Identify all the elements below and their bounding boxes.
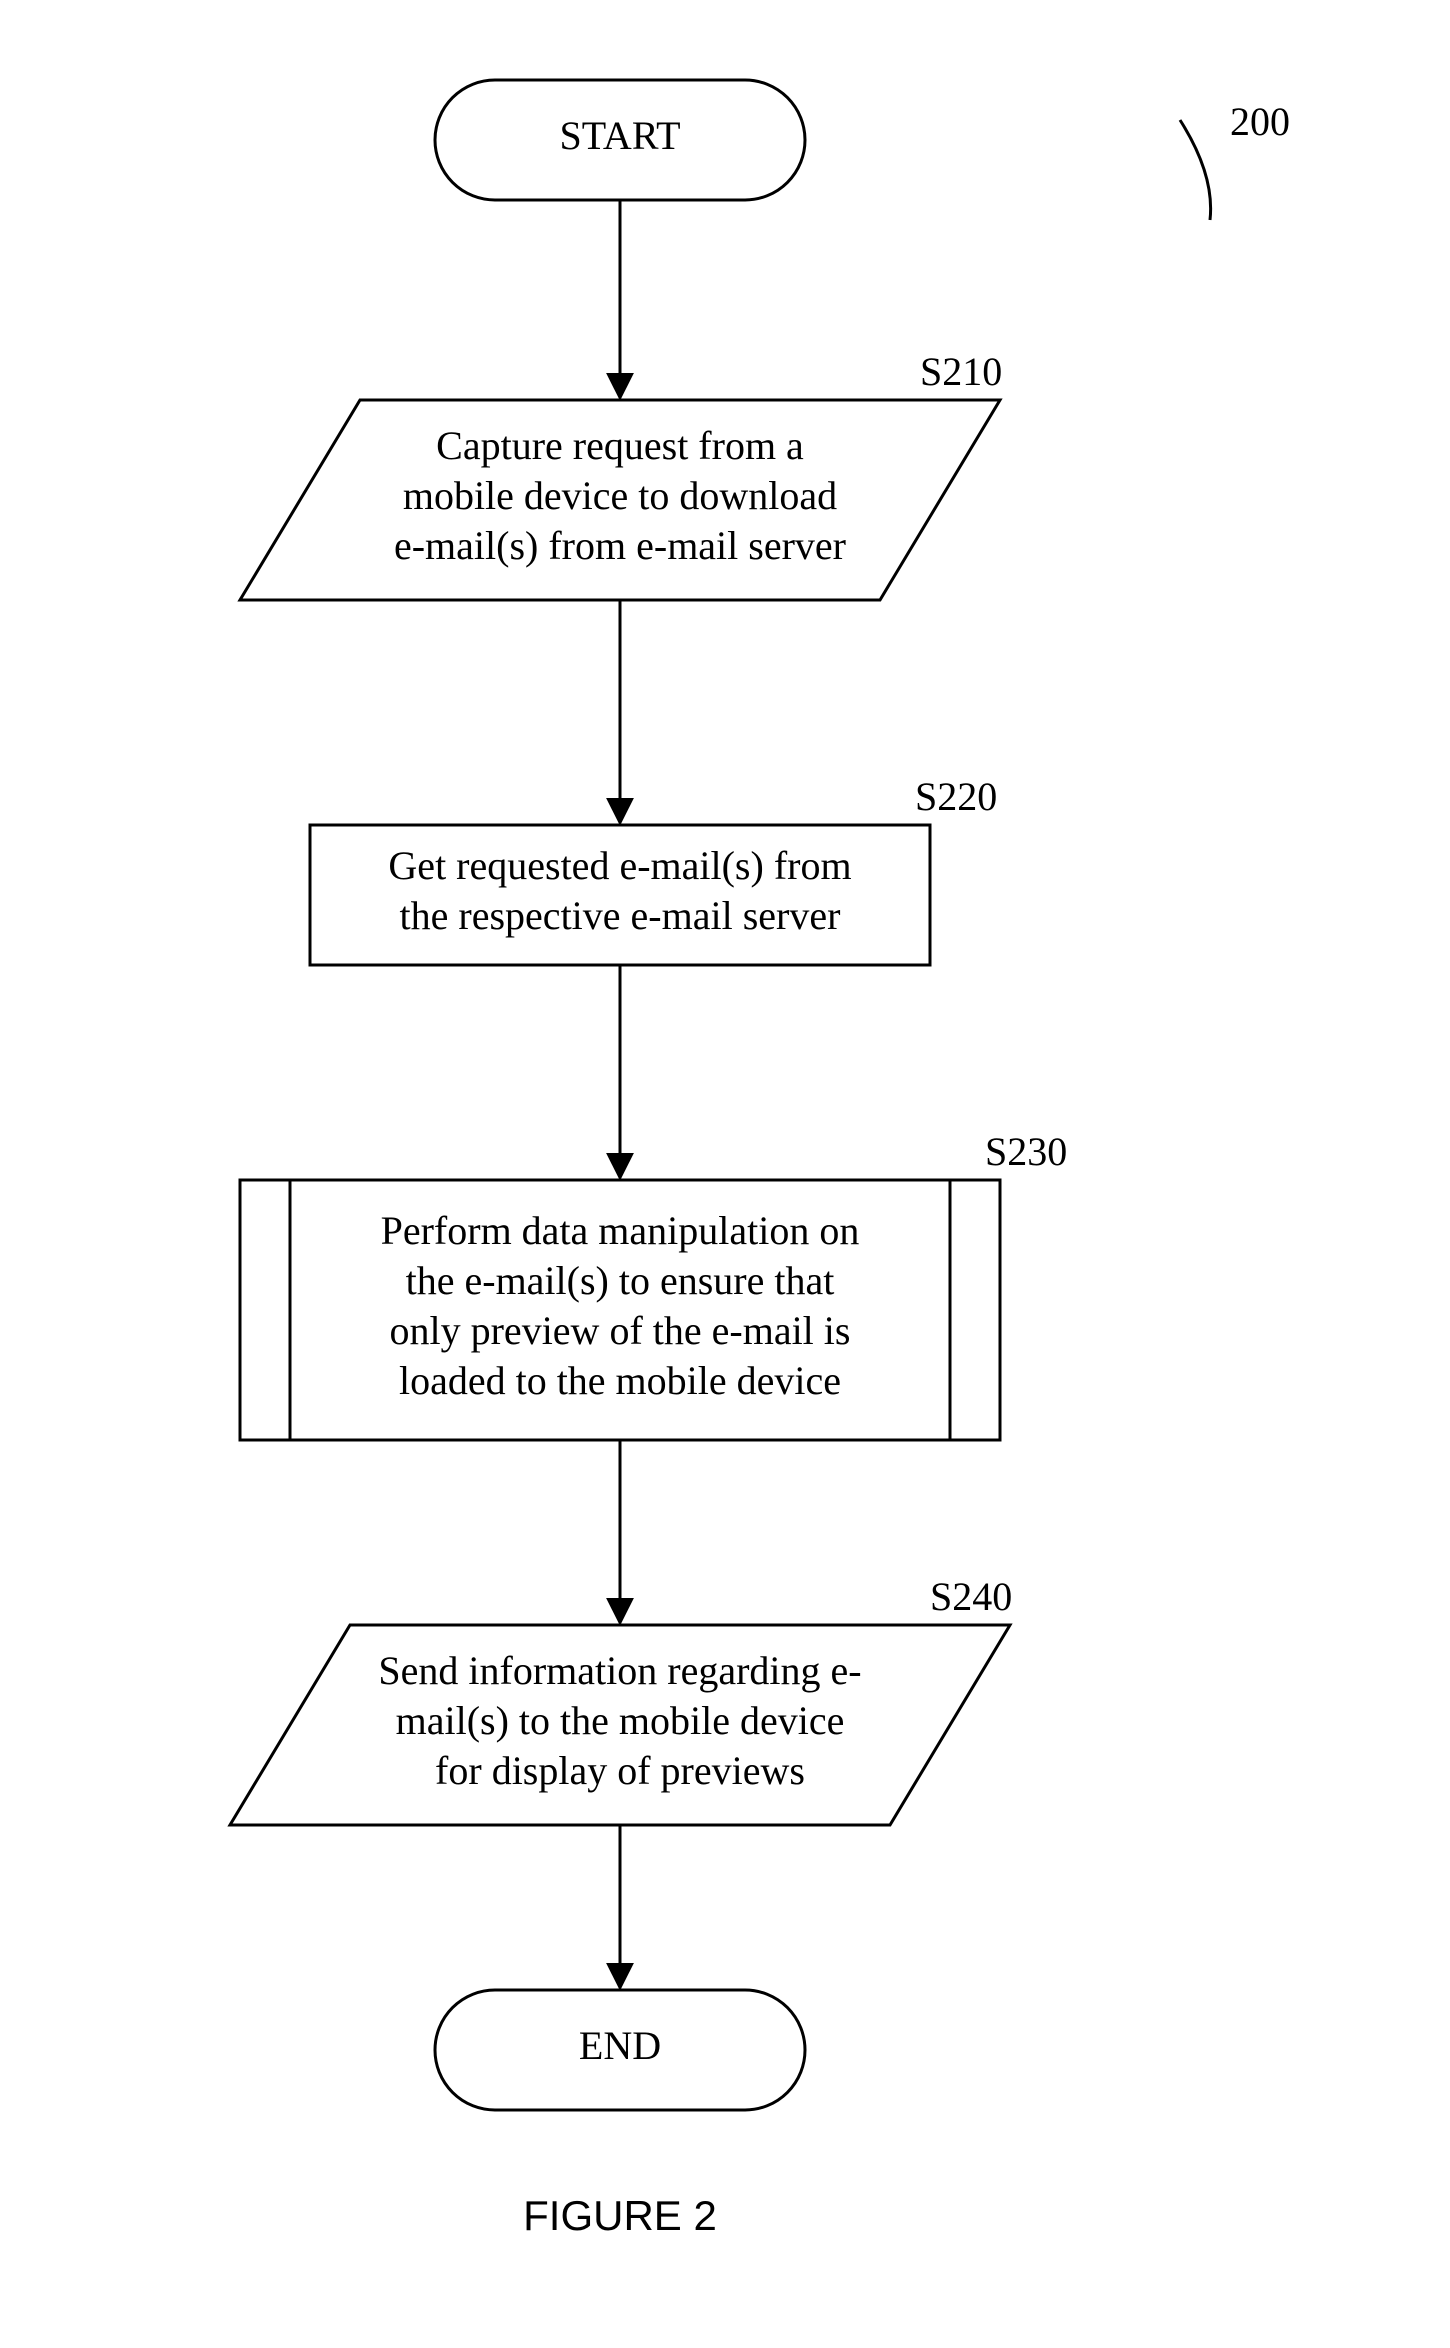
flowchart-node-s230: Perform data manipulation on the e-mail(s…: [240, 1129, 1067, 1440]
flowchart-node-end: END: [435, 1990, 805, 2110]
figure-caption: FIGURE 2: [523, 2192, 717, 2239]
node-text: the e-mail(s) to ensure that: [406, 1258, 835, 1303]
node-text: loaded to the mobile device: [399, 1358, 841, 1403]
step-label: S230: [985, 1129, 1067, 1174]
node-text: the respective e-mail server: [400, 893, 841, 938]
node-text: START: [559, 113, 680, 158]
node-text: Perform data manipulation on: [381, 1208, 860, 1253]
node-text: mail(s) to the mobile device: [396, 1698, 845, 1743]
flowchart-node-start: START: [435, 80, 805, 200]
step-label: S220: [915, 774, 997, 819]
step-label: S240: [930, 1574, 1012, 1619]
node-text: e-mail(s) from e-mail server: [394, 523, 846, 568]
node-text: END: [579, 2023, 661, 2068]
node-text: only preview of the e-mail is: [390, 1308, 851, 1353]
node-text: mobile device to download: [403, 473, 837, 518]
step-label: S210: [920, 349, 1002, 394]
figure-ref-bracket: [1180, 120, 1211, 220]
figure-ref-label: 200: [1230, 99, 1290, 144]
flowchart-figure: START Capture request from a mobile device…: [0, 0, 1450, 2348]
node-text: Get requested e-mail(s) from: [388, 843, 851, 888]
node-text: Send information regarding e-: [378, 1648, 861, 1693]
node-text: for display of previews: [435, 1748, 805, 1793]
flowchart-node-s220: Get requested e-mail(s) from the respecti…: [310, 774, 997, 965]
node-text: Capture request from a: [436, 423, 804, 468]
